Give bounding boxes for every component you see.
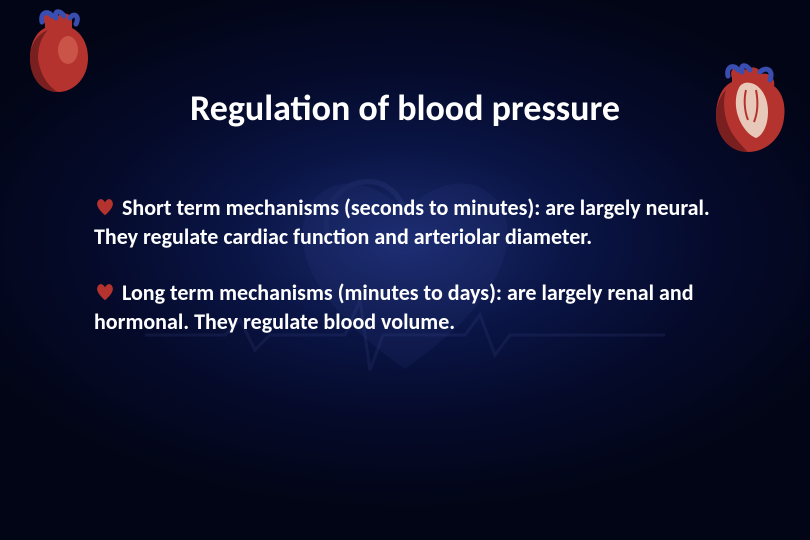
list-item: Long term mechanisms (minutes to days): …	[94, 279, 740, 336]
bullet-text: Short term mechanisms (seconds to minute…	[94, 194, 740, 251]
bullet-list: Short term mechanisms (seconds to minute…	[94, 194, 740, 364]
slide-title: Regulation of blood pressure	[0, 86, 810, 130]
list-item: Short term mechanisms (seconds to minute…	[94, 194, 740, 251]
bullet-text: Long term mechanisms (minutes to days): …	[94, 279, 740, 336]
